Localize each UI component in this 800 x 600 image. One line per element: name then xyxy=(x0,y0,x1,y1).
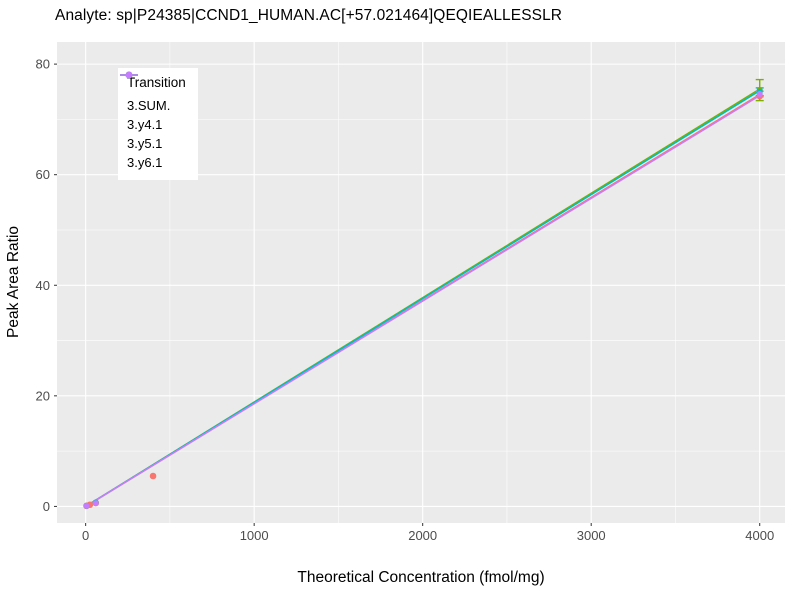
x-tick-label: 3000 xyxy=(577,528,606,543)
y-tick-label: 40 xyxy=(36,278,50,293)
legend-entry-label: 3.y6.1 xyxy=(127,155,163,170)
series-line-3.y6.1 xyxy=(85,94,761,508)
legend-key-icon xyxy=(120,71,138,79)
legend-entry-label: 3.SUM. xyxy=(127,98,171,113)
y-axis-label: Peak Area Ratio xyxy=(5,226,22,338)
x-axis-label: Theoretical Concentration (fmol/mg) xyxy=(297,569,544,586)
legend-entry-label: 3.y4.1 xyxy=(127,117,163,132)
legend: Transition 3.SUM. 3.y4.1 3.y5.1 3.y6.1 xyxy=(118,68,198,180)
legend-entry-label: 3.y5.1 xyxy=(127,136,163,151)
data-point-3.y6.1 xyxy=(83,502,90,509)
legend-entry: 3.SUM. xyxy=(120,71,186,115)
x-tick-label: 1000 xyxy=(240,528,269,543)
data-point-3.y6.1 xyxy=(756,90,763,97)
data-point-3.y6.1 xyxy=(92,500,99,507)
data-point-3.SUM. xyxy=(149,472,157,480)
y-tick-label: 60 xyxy=(36,167,50,182)
y-tick-label: 20 xyxy=(36,388,50,403)
chart-title: Analyte: sp|P24385|CCND1_HUMAN.AC[+57.02… xyxy=(55,7,563,24)
y-tick-label: 80 xyxy=(36,57,50,72)
legend-entry: 3.y5.1 xyxy=(120,71,186,153)
legend-title: Transition xyxy=(127,75,186,90)
legend-entries: 3.SUM. 3.y4.1 3.y5.1 3.y6.1 xyxy=(120,71,186,172)
legend-entry: 3.y4.1 xyxy=(120,71,186,134)
legend-entry: 3.y6.1 xyxy=(120,71,186,172)
x-tick-label: 4000 xyxy=(745,528,774,543)
y-tick-label: 0 xyxy=(43,499,50,514)
x-tick-label: 2000 xyxy=(408,528,437,543)
x-tick-label: 0 xyxy=(82,528,89,543)
